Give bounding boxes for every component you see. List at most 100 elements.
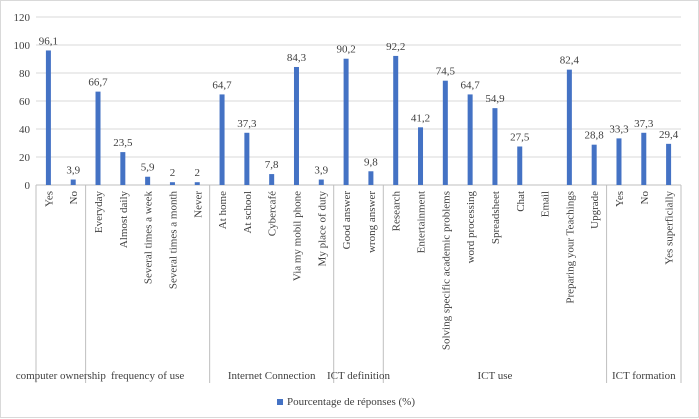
bar [442, 80, 448, 185]
gridlines [36, 16, 681, 186]
bar [517, 146, 523, 185]
bar [194, 182, 200, 185]
data-label: 2 [195, 167, 201, 179]
bar [666, 143, 672, 185]
data-label: 64,7 [212, 79, 232, 91]
category-label: Email [540, 191, 552, 217]
data-label: 3,9 [66, 165, 80, 177]
data-label: 64,7 [461, 79, 481, 91]
bar [566, 69, 572, 185]
category-label: Never [192, 191, 204, 218]
bar [169, 182, 175, 185]
bar [293, 66, 299, 185]
category-label: Research [391, 191, 403, 232]
data-label: 3,9 [314, 165, 328, 177]
category-label: Solving specific academic problems [440, 191, 452, 350]
bars [45, 50, 672, 186]
bar [368, 171, 374, 185]
y-tick-label: 80 [19, 68, 31, 80]
data-label: 33,3 [609, 123, 629, 135]
category-label: No [639, 191, 651, 205]
group-label: frequency of use [111, 370, 184, 382]
bar [120, 152, 126, 185]
data-label: 7,8 [265, 159, 279, 171]
bar [641, 132, 647, 185]
data-label: 74,5 [436, 66, 456, 78]
category-label: Spreadsheet [490, 191, 502, 244]
category-label: Preparing your Teachings [564, 191, 576, 304]
bar [616, 138, 622, 185]
category-label: Cybercafé [267, 191, 279, 236]
group-label: Internet Connection [228, 370, 316, 382]
data-labels: 96,1 3,9 66,7 23,5 5,9 2 2 64,7 37,3 7,8 84,3 3,9 90… [39, 35, 679, 179]
legend: Pourcentage de réponses (%) [277, 396, 415, 408]
category-label: Good answer [341, 191, 353, 250]
data-label: 23,5 [113, 137, 133, 149]
legend-label: Pourcentage de réponses (%) [287, 396, 415, 408]
bar [591, 144, 597, 185]
data-label: 27,5 [510, 132, 530, 144]
axes: 0 20 40 60 80 100 120 [14, 12, 682, 383]
data-label: 37,3 [634, 118, 654, 130]
y-tick-label: 40 [19, 124, 31, 136]
group-label: ICT definition [327, 370, 391, 382]
group-label: ICT formation [612, 370, 676, 382]
bar [269, 174, 275, 185]
data-label: 82,4 [560, 55, 580, 67]
bar [318, 179, 324, 185]
data-label: 5,9 [141, 162, 155, 174]
data-label: 2 [170, 167, 176, 179]
category-label: At school [242, 191, 254, 233]
group-labels: computer ownership frequency of use Intern… [16, 370, 676, 382]
category-label: Yes superficially [664, 191, 676, 265]
bar [343, 58, 349, 185]
y-tick-label: 0 [25, 180, 31, 192]
category-label: wrong answer [366, 191, 378, 253]
category-label: Several times a week [143, 191, 155, 285]
data-label: 92,2 [386, 41, 405, 53]
category-label: My place of duty [316, 191, 328, 267]
category-label: Yes [614, 191, 626, 207]
category-labels: Yes No Everyday Almost daily Several times a… [43, 191, 675, 351]
category-label: Upgrade [589, 191, 601, 229]
data-label: 29,4 [659, 129, 679, 141]
category-label: Entertainment [416, 191, 428, 253]
category-label: Chat [515, 191, 527, 212]
category-label: No [68, 191, 80, 205]
data-label: 66,7 [88, 77, 108, 89]
category-label: At home [217, 191, 229, 229]
bar [393, 55, 399, 185]
category-label: Yes [43, 191, 55, 207]
data-label: 84,3 [287, 52, 307, 64]
bar [219, 94, 225, 185]
group-label: computer ownership [16, 370, 107, 382]
bar [418, 127, 424, 185]
category-label: Everyday [93, 191, 105, 234]
data-label: 41,2 [411, 112, 430, 124]
legend-swatch [277, 399, 283, 405]
category-label: Several times a month [167, 191, 179, 290]
bar [145, 176, 151, 185]
y-tick-label: 20 [19, 152, 31, 164]
data-label: 28,8 [585, 130, 605, 142]
bar [45, 50, 51, 186]
category-label: Almost daily [118, 191, 130, 249]
y-tick-label: 60 [19, 96, 31, 108]
data-label: 9,8 [364, 156, 378, 168]
y-tick-label: 120 [14, 12, 31, 24]
category-label: word processing [465, 191, 477, 264]
bar [95, 91, 101, 185]
bar [244, 132, 250, 185]
bar [70, 179, 76, 185]
bar [492, 108, 498, 185]
y-tick-label: 100 [14, 40, 31, 52]
group-label: ICT use [477, 370, 512, 382]
data-label: 90,2 [336, 44, 355, 56]
data-label: 96,1 [39, 35, 58, 47]
data-label: 54,9 [485, 93, 505, 105]
data-label: 37,3 [237, 118, 257, 130]
category-label: Via my mobil phone [291, 191, 303, 281]
bar [467, 94, 473, 185]
